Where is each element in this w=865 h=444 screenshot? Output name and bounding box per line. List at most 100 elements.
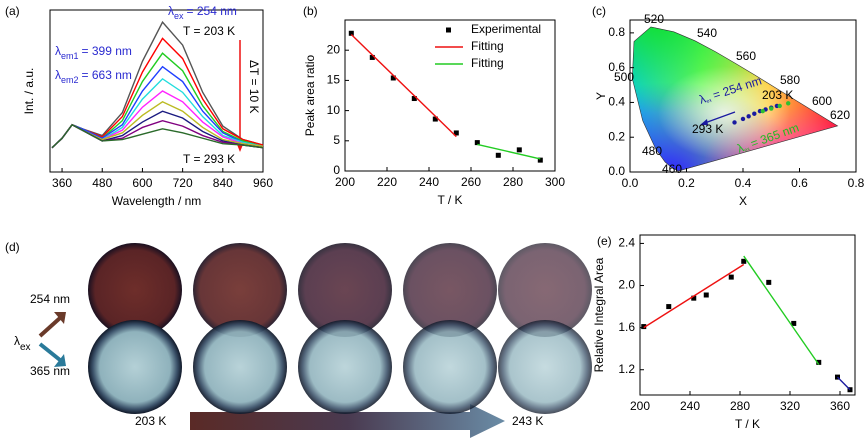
plot-frame <box>344 19 556 172</box>
x-tick-label: 260 <box>461 175 481 189</box>
point <box>769 106 774 111</box>
y-tick-label: 0.8 <box>608 25 625 39</box>
y-axis-label: Y <box>594 92 608 100</box>
subscript: ex <box>20 342 31 353</box>
y-axis-label: Peak area ratio <box>303 54 317 136</box>
x-tick-label: 280 <box>730 399 750 413</box>
panel-label: (e) <box>597 234 612 248</box>
plot-frame <box>49 9 264 173</box>
point <box>516 147 522 153</box>
point <box>760 108 765 114</box>
legend-label: Fitting <box>471 39 504 53</box>
x-tick-label: 360 <box>52 176 72 190</box>
locus-label: 600 <box>812 94 832 108</box>
photo-254 <box>193 243 287 337</box>
series-line <box>51 90 264 149</box>
x-tick-label: 0.2 <box>678 176 695 190</box>
locus-outline <box>631 26 839 172</box>
legend-label: Fitting <box>471 56 504 70</box>
point <box>348 30 354 36</box>
x-tick-label: 0.4 <box>735 176 752 190</box>
point <box>474 140 480 146</box>
x-tick-label: 960 <box>253 176 273 190</box>
point <box>777 103 782 109</box>
y-tick-label: 2.0 <box>618 278 635 292</box>
photo-254 <box>403 243 497 337</box>
locus-label: 520 <box>644 12 664 26</box>
x-tick-label: 0.8 <box>848 176 865 190</box>
y-tick-label: 0.6 <box>608 60 625 74</box>
cie-arrowhead <box>700 119 708 125</box>
arrowhead-254 <box>54 312 66 324</box>
annotation: ΔT = 10 K <box>247 60 261 114</box>
x-tick-label: 300 <box>545 175 565 189</box>
point <box>703 292 709 298</box>
series-line <box>51 100 264 149</box>
photo-254 <box>498 243 592 337</box>
x-tick-label: 200 <box>630 399 650 413</box>
x-axis-label: X <box>739 194 747 208</box>
symbol: λ <box>55 44 61 58</box>
subscript: ex <box>706 98 713 105</box>
annotation: 203 K <box>762 88 793 102</box>
annotation: T = 293 K <box>183 152 235 166</box>
point <box>432 116 438 122</box>
point <box>741 258 747 264</box>
y-tick-label: 1.2 <box>618 362 635 376</box>
symbol: λ <box>168 4 174 18</box>
excitation-label: λex <box>14 334 31 353</box>
series-line <box>837 376 851 391</box>
annotation: T = 203 K <box>183 24 235 38</box>
y-axis-label: Int. / a.u. <box>22 68 36 115</box>
temperature-bar <box>190 404 505 438</box>
annotation: 293 K <box>692 122 723 136</box>
point <box>369 54 375 60</box>
x-tick-label: 0.0 <box>622 176 639 190</box>
legend-label: Experimental <box>471 22 541 36</box>
point <box>816 359 822 365</box>
y-tick-label: 15 <box>327 73 341 87</box>
annotation: λem1 = 399 nm <box>55 44 132 61</box>
x-tick-label: 360 <box>830 399 850 413</box>
arrow-365 <box>38 342 62 362</box>
point <box>791 320 797 326</box>
point <box>732 120 737 125</box>
photo-254 <box>88 243 182 337</box>
legend-swatch <box>446 27 451 33</box>
point <box>641 324 647 330</box>
locus-label: 480 <box>642 144 662 158</box>
panel-label: (b) <box>303 4 318 18</box>
row-label: 365 nm <box>30 364 70 378</box>
x-tick-label: 320 <box>780 399 800 413</box>
x-tick-label: 840 <box>213 176 233 190</box>
x-tick-label: 220 <box>377 175 397 189</box>
y-tick-label: 10 <box>327 103 341 117</box>
series-line <box>350 33 457 138</box>
point <box>766 279 772 285</box>
symbol: λ <box>55 68 61 82</box>
subscript: em1 <box>61 51 79 61</box>
x-axis-label: T / K <box>735 417 760 431</box>
point <box>746 114 751 119</box>
point <box>691 295 697 301</box>
point <box>390 75 396 81</box>
symbol: λ <box>14 334 20 348</box>
y-tick-label: 1.6 <box>618 320 635 334</box>
photo-365 <box>403 320 497 414</box>
x-tick-label: 0.6 <box>791 176 808 190</box>
row-label: 254 nm <box>30 292 70 306</box>
subscript: em2 <box>61 75 79 85</box>
point <box>740 116 746 122</box>
locus-label: 560 <box>736 49 756 63</box>
x-tick-label: 600 <box>132 176 152 190</box>
arrowhead-365 <box>54 354 66 367</box>
y-tick-label: 20 <box>327 42 341 56</box>
point <box>537 157 543 163</box>
annotation-tail: = 254 nm <box>187 4 237 18</box>
range-end: 243 K <box>512 414 543 428</box>
annotation-tail: = 399 nm <box>82 44 132 58</box>
x-tick-label: 240 <box>419 175 439 189</box>
point <box>786 101 791 106</box>
arrow-254 <box>38 316 62 338</box>
